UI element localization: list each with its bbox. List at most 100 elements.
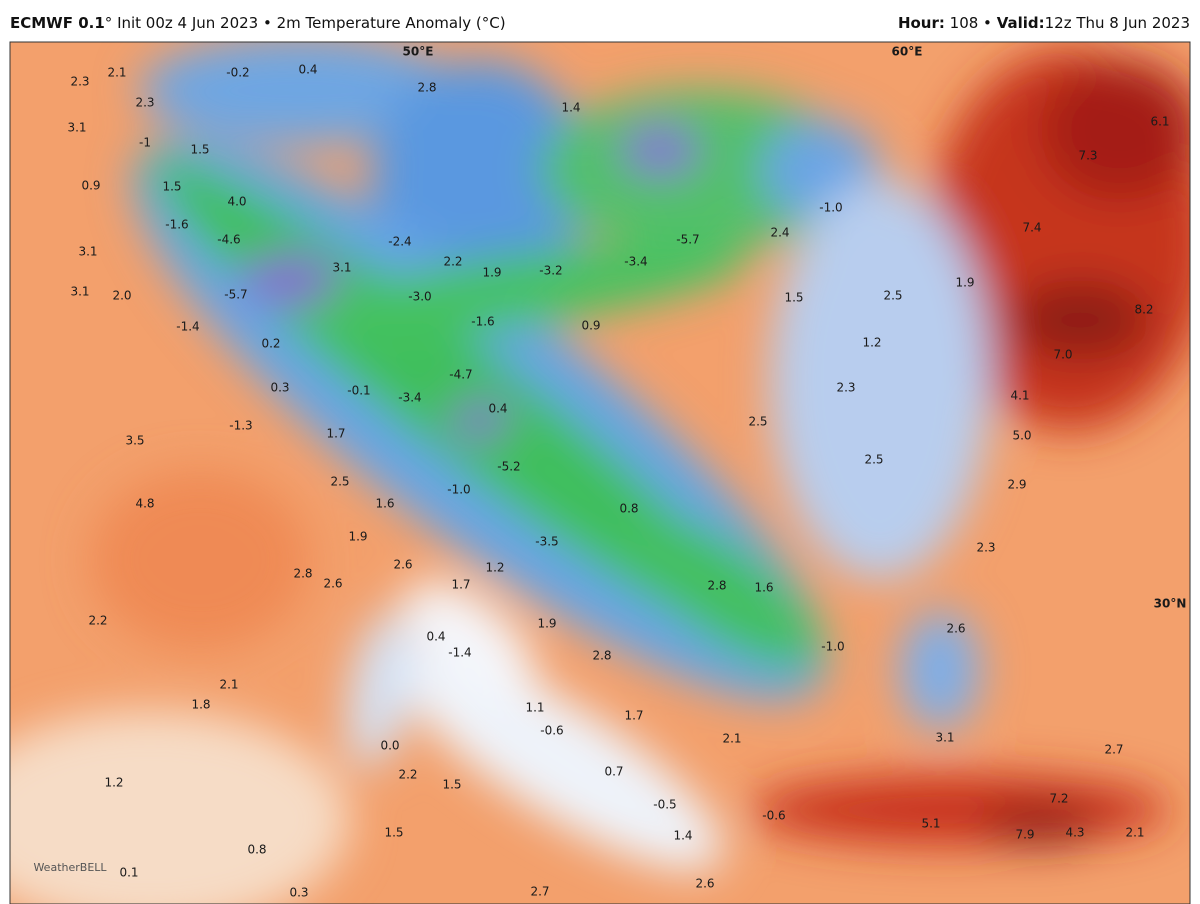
anomaly-label: 1.5 bbox=[384, 826, 403, 840]
anomaly-label: 0.4 bbox=[426, 630, 445, 644]
anomaly-label: 1.4 bbox=[673, 829, 692, 843]
anomaly-label: 2.2 bbox=[88, 614, 107, 628]
anomaly-label: 0.3 bbox=[289, 886, 308, 900]
anomaly-label: 2.5 bbox=[864, 453, 883, 467]
anomaly-shading bbox=[370, 60, 590, 300]
anomaly-label: 4.3 bbox=[1065, 826, 1084, 840]
anomaly-label: 2.4 bbox=[770, 226, 789, 240]
anomaly-label: 0.3 bbox=[270, 381, 289, 395]
anomaly-label: 2.8 bbox=[293, 567, 312, 581]
anomaly-label: 5.0 bbox=[1012, 429, 1031, 443]
anomaly-label: 4.0 bbox=[227, 195, 246, 209]
map-field bbox=[10, 42, 1190, 904]
anomaly-shading bbox=[10, 710, 350, 904]
anomaly-label: -1.0 bbox=[819, 201, 842, 215]
anomaly-label: 2.6 bbox=[946, 622, 965, 636]
anomaly-label: 1.5 bbox=[162, 180, 181, 194]
anomaly-shading bbox=[540, 90, 860, 250]
anomaly-label: -3.0 bbox=[408, 290, 431, 304]
anomaly-label: 0.9 bbox=[581, 319, 600, 333]
anomaly-label: 0.1 bbox=[119, 866, 138, 880]
anomaly-label: -0.2 bbox=[226, 66, 249, 80]
anomaly-label: 2.2 bbox=[443, 255, 462, 269]
anomaly-label: -0.1 bbox=[347, 384, 370, 398]
header-right: Hour: 108 • Valid:12z Thu 8 Jun 2023 bbox=[898, 14, 1190, 38]
anomaly-label: 0.4 bbox=[298, 63, 317, 77]
anomaly-label: 2.1 bbox=[107, 66, 126, 80]
anomaly-label: -3.5 bbox=[535, 535, 558, 549]
anomaly-label: 1.7 bbox=[451, 578, 470, 592]
header-left: ECMWF 0.1° Init 00z 4 Jun 2023 • 2m Temp… bbox=[10, 14, 506, 38]
anomaly-label: 1.1 bbox=[525, 701, 544, 715]
anomaly-label: 2.0 bbox=[112, 289, 131, 303]
anomaly-label: -4.6 bbox=[217, 233, 240, 247]
anomaly-shading bbox=[980, 805, 1100, 845]
anomaly-label: 0.0 bbox=[380, 739, 399, 753]
anomaly-label: 1.9 bbox=[955, 276, 974, 290]
anomaly-label: 2.5 bbox=[748, 415, 767, 429]
anomaly-label: -3.4 bbox=[624, 255, 647, 269]
anomaly-label: 0.8 bbox=[247, 843, 266, 857]
anomaly-label: 2.2 bbox=[398, 768, 417, 782]
anomaly-label: 1.5 bbox=[190, 143, 209, 157]
anomaly-label: 4.1 bbox=[1010, 389, 1029, 403]
anomaly-label: 2.7 bbox=[1104, 743, 1123, 757]
anomaly-label: 2.1 bbox=[722, 732, 741, 746]
anomaly-label: 4.8 bbox=[135, 497, 154, 511]
anomaly-label: 1.9 bbox=[348, 530, 367, 544]
degree: ° bbox=[104, 14, 113, 32]
anomaly-label: 2.6 bbox=[695, 877, 714, 891]
anomaly-label: 1.7 bbox=[624, 709, 643, 723]
anomaly-label: -5.2 bbox=[497, 460, 520, 474]
description: Init 00z 4 Jun 2023 • 2m Temperature Ano… bbox=[117, 14, 506, 32]
anomaly-label: -1.0 bbox=[821, 640, 844, 654]
anomaly-shading bbox=[618, 511, 822, 669]
anomaly-label: 2.8 bbox=[707, 579, 726, 593]
hour: 108 • bbox=[949, 14, 992, 32]
anomaly-label: -0.6 bbox=[762, 809, 785, 823]
anomaly-label: 3.1 bbox=[70, 285, 89, 299]
anomaly-label: -1.6 bbox=[471, 315, 494, 329]
anomaly-label: 7.0 bbox=[1053, 348, 1072, 362]
anomaly-shading bbox=[1040, 60, 1190, 200]
anomaly-label: 2.1 bbox=[219, 678, 238, 692]
anomaly-label: 7.3 bbox=[1078, 149, 1097, 163]
axis-label: 60°E bbox=[892, 45, 923, 59]
logo: WeatherBELL bbox=[33, 861, 107, 874]
anomaly-shading bbox=[403, 580, 537, 700]
anomaly-label: 2.3 bbox=[70, 75, 89, 89]
anomaly-label: 7.9 bbox=[1015, 828, 1034, 842]
anomaly-label: 2.5 bbox=[330, 475, 349, 489]
valid-label: Valid: bbox=[996, 14, 1045, 32]
axis-label: 30°N bbox=[1154, 597, 1187, 611]
anomaly-label: 3.1 bbox=[78, 245, 97, 259]
anomaly-label: 0.2 bbox=[261, 337, 280, 351]
anomaly-label: -1.4 bbox=[176, 320, 199, 334]
anomaly-label: 7.2 bbox=[1049, 792, 1068, 806]
anomaly-label: -0.5 bbox=[653, 798, 676, 812]
anomaly-label: 1.5 bbox=[784, 291, 803, 305]
anomaly-label: -1 bbox=[139, 136, 151, 150]
anomaly-shading bbox=[750, 775, 1170, 845]
anomaly-shading bbox=[900, 610, 980, 730]
model: ECMWF 0.1 bbox=[10, 14, 105, 32]
anomaly-label: -1.0 bbox=[447, 483, 470, 497]
anomaly-shading bbox=[140, 42, 460, 145]
anomaly-label: 2.8 bbox=[592, 649, 611, 663]
anomaly-shading bbox=[770, 180, 990, 580]
axis-label: 50°E bbox=[403, 45, 434, 59]
hour-label: Hour: bbox=[897, 14, 945, 32]
anomaly-label: 0.9 bbox=[81, 179, 100, 193]
anomaly-shading bbox=[90, 470, 310, 650]
anomaly-label: -3.2 bbox=[539, 264, 562, 278]
anomaly-shading bbox=[620, 125, 700, 175]
anomaly-label: 2.3 bbox=[135, 96, 154, 110]
anomaly-label: 2.6 bbox=[323, 577, 342, 591]
anomaly-label: -2.4 bbox=[388, 235, 411, 249]
anomaly-label: 3.5 bbox=[125, 434, 144, 448]
anomaly-label: -5.7 bbox=[224, 288, 247, 302]
anomaly-label: 1.9 bbox=[537, 617, 556, 631]
anomaly-label: -3.4 bbox=[398, 391, 421, 405]
anomaly-label: 1.6 bbox=[375, 497, 394, 511]
